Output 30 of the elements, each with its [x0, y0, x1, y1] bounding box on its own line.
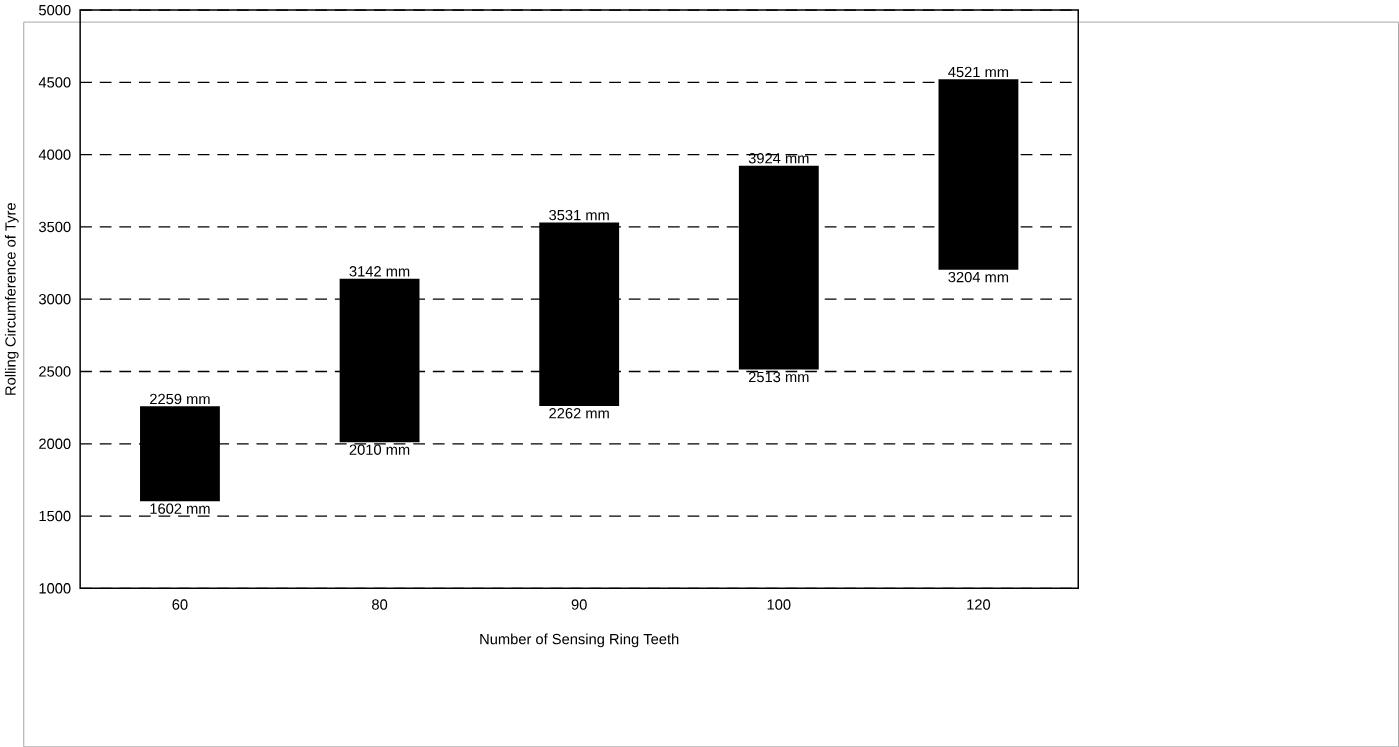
y-tick-label: 2500 [39, 366, 71, 377]
x-tick-label: 90 [571, 599, 587, 610]
x-tick-label: 120 [967, 599, 991, 610]
y-tick-label: 5000 [39, 4, 71, 16]
y-tick-label: 4500 [38, 76, 71, 88]
bar [140, 406, 220, 502]
y-tick-label: 4000 [38, 149, 71, 160]
annotation: 2513 mm [748, 371, 809, 382]
bar [539, 222, 620, 406]
y-tick-label: 2000 [39, 438, 71, 449]
annotation: 3531 mm [549, 209, 609, 221]
annotation: 2262 mm [549, 407, 609, 419]
x-tick-label: 100 [767, 599, 791, 610]
bar [738, 165, 819, 370]
y-tick-label: 1500 [39, 510, 71, 522]
bar [339, 278, 420, 443]
y-tick-label: 1000 [39, 582, 71, 594]
annotation: 1602 mm [150, 503, 210, 514]
x-axis-title: Number of Sensing Ring Teeth [480, 633, 679, 648]
annotation: 4521 mm [948, 66, 1009, 77]
x-tick-label: 80 [372, 599, 388, 610]
bar [938, 79, 1019, 270]
annotation: 3204 mm [948, 271, 1009, 283]
annotation: 2010 mm [349, 444, 410, 455]
x-tick-label: 60 [172, 599, 188, 610]
y-axis-title: Rolling Circumference of Tyre [4, 202, 19, 395]
annotation: 3142 mm [349, 265, 410, 277]
annotation: 2259 mm [150, 393, 210, 404]
y-tick-label: 3000 [38, 293, 71, 305]
y-tick-label: 3500 [38, 221, 71, 232]
